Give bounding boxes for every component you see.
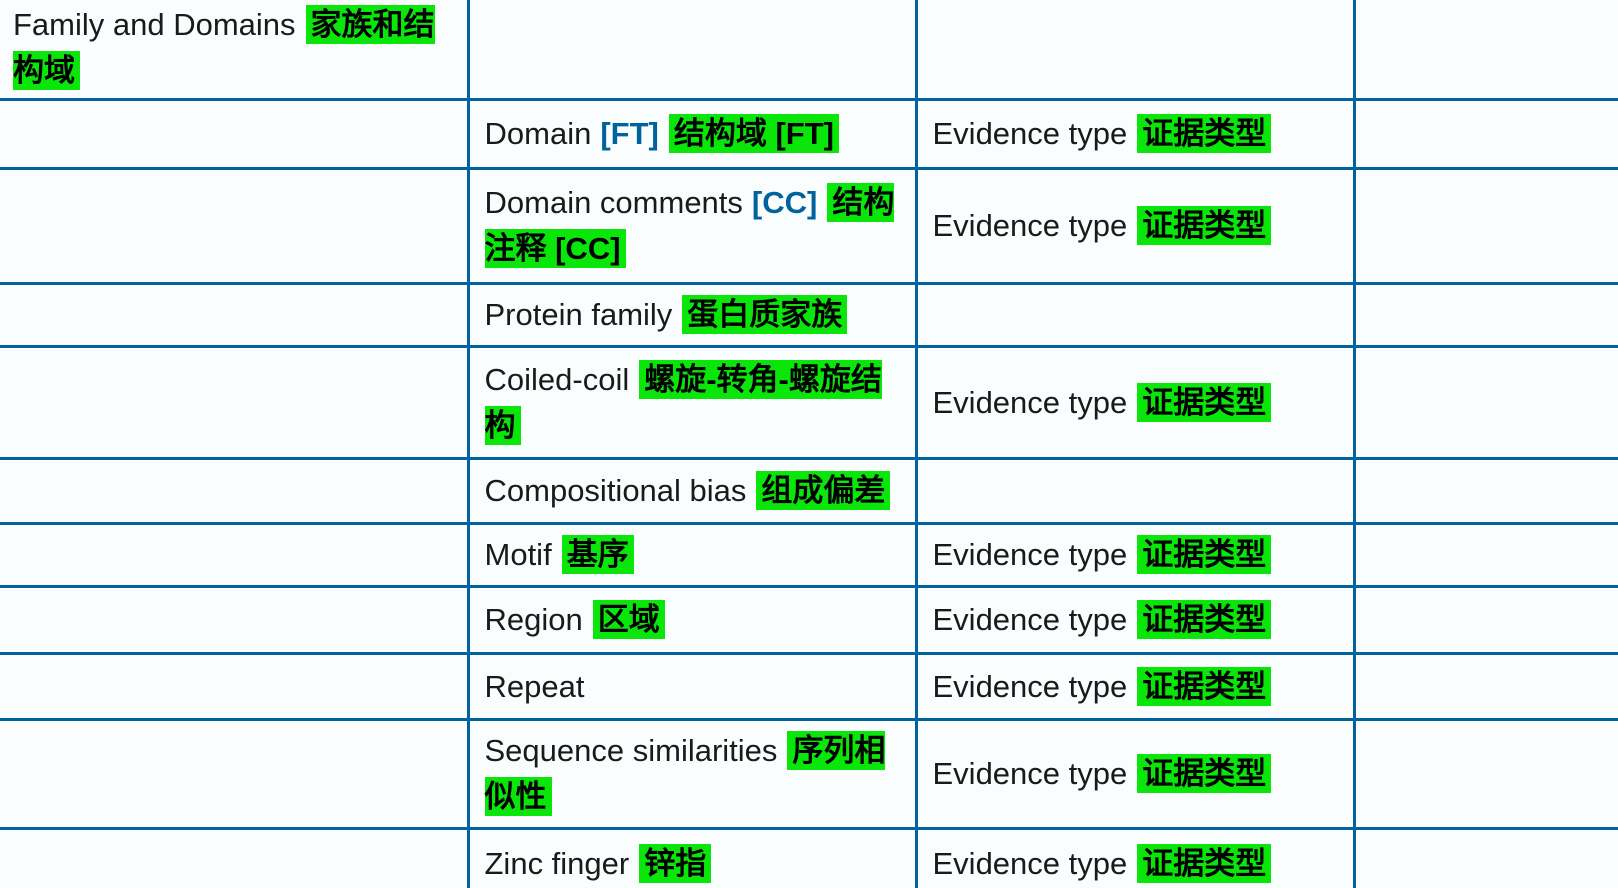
table-row-compositional-bias: Compositional bias 组成偏差	[0, 457, 1618, 525]
table-row-coiled-coil: Coiled-coil 螺旋-转角-螺旋结构 Evidence type 证据类型	[0, 345, 1618, 460]
table-row-domain-comments: Domain comments [CC] 结构注释 [CC] Evidence ty…	[0, 167, 1618, 285]
field-cell: Sequence similarities 序列相似性	[466, 718, 918, 830]
evidence-label: Evidence type	[932, 602, 1128, 637]
field-label: Coiled-coil	[484, 361, 630, 397]
evidence-cell: Evidence type 证据类型	[914, 585, 1356, 655]
field-translation: 区域	[592, 600, 665, 639]
field-cell: Coiled-coil 螺旋-转角-螺旋结构	[466, 345, 918, 460]
evidence-label: Evidence type	[932, 537, 1128, 572]
field-cell: Repeat	[466, 652, 918, 721]
empty-cell	[0, 652, 470, 721]
empty-cell	[914, 0, 1356, 101]
field-translation: 基序	[561, 535, 634, 574]
empty-cell	[0, 585, 470, 655]
table-row-motif: Motif 基序 Evidence type 证据类型	[0, 522, 1618, 588]
table-row-repeat: Repeat Evidence type 证据类型	[0, 652, 1618, 721]
evidence-translation: 证据类型	[1137, 206, 1272, 245]
field-translation: 锌指	[639, 843, 712, 883]
evidence-cell: Evidence type 证据类型	[914, 718, 1356, 830]
field-label: Protein family	[484, 297, 673, 332]
table-row-section-header: Family and Domains 家族和结构域	[0, 0, 1618, 101]
table-row-protein-family: Protein family 蛋白质家族	[0, 282, 1618, 348]
table-row-zinc-finger: Zinc finger 锌指 Evidence type 证据类型	[0, 827, 1618, 888]
field-label: Repeat	[484, 668, 585, 704]
evidence-cell: Evidence type 证据类型	[914, 345, 1356, 460]
ft-link[interactable]: [FT]	[600, 116, 659, 151]
empty-cell	[0, 167, 470, 285]
empty-cell	[1352, 457, 1618, 525]
empty-cell	[0, 98, 470, 170]
evidence-translation: 证据类型	[1137, 382, 1272, 422]
empty-cell	[0, 457, 470, 525]
field-translation: 蛋白质家族	[682, 295, 848, 334]
section-title: Family and Domains	[13, 7, 296, 42]
table-row-region: Region 区域 Evidence type 证据类型	[0, 585, 1618, 655]
field-cell: Domain comments [CC] 结构注释 [CC]	[466, 167, 918, 285]
evidence-label: Evidence type	[932, 116, 1128, 151]
empty-cell	[466, 0, 918, 101]
section-title-cell: Family and Domains 家族和结构域	[0, 0, 470, 101]
empty-cell	[1352, 827, 1618, 888]
empty-cell	[1352, 585, 1618, 655]
empty-cell	[0, 718, 470, 830]
empty-cell	[0, 827, 470, 888]
empty-cell	[1352, 282, 1618, 348]
evidence-cell: Evidence type 证据类型	[914, 827, 1356, 888]
empty-cell	[1352, 718, 1618, 830]
cc-link[interactable]: [CC]	[751, 185, 818, 220]
empty-cell	[0, 345, 470, 460]
field-translation: 结构域 [FT]	[668, 114, 839, 153]
evidence-translation: 证据类型	[1137, 600, 1272, 639]
empty-cell	[1352, 167, 1618, 285]
field-cell: Region 区域	[466, 585, 918, 655]
field-label: Sequence similarities	[484, 733, 778, 768]
evidence-label: Evidence type	[932, 384, 1128, 420]
field-cell: Motif 基序	[466, 522, 918, 588]
table-row-domain: Domain [FT] 结构域 [FT] Evidence type 证据类型	[0, 98, 1618, 170]
empty-cell	[0, 282, 470, 348]
field-label: Compositional bias	[484, 473, 747, 508]
evidence-cell	[914, 457, 1356, 525]
evidence-label: Evidence type	[932, 208, 1128, 243]
field-label: Zinc finger	[484, 845, 630, 881]
evidence-cell: Evidence type 证据类型	[914, 522, 1356, 588]
evidence-translation: 证据类型	[1137, 666, 1272, 706]
evidence-cell: Evidence type 证据类型	[914, 652, 1356, 721]
empty-cell	[1352, 0, 1618, 101]
evidence-label: Evidence type	[932, 845, 1128, 881]
field-cell: Domain [FT] 结构域 [FT]	[466, 98, 918, 170]
empty-cell	[0, 522, 470, 588]
empty-cell	[1352, 522, 1618, 588]
evidence-cell: Evidence type 证据类型	[914, 98, 1356, 170]
empty-cell	[1352, 652, 1618, 721]
evidence-translation: 证据类型	[1137, 843, 1272, 883]
evidence-translation: 证据类型	[1137, 535, 1272, 574]
field-label: Domain	[484, 116, 592, 151]
field-cell: Compositional bias 组成偏差	[466, 457, 918, 525]
evidence-cell	[914, 282, 1356, 348]
field-translation: 组成偏差	[756, 471, 891, 510]
evidence-label: Evidence type	[932, 668, 1128, 704]
empty-cell	[1352, 345, 1618, 460]
empty-cell	[1352, 98, 1618, 170]
table-row-sequence-similarities: Sequence similarities 序列相似性 Evidence type…	[0, 718, 1618, 830]
evidence-label: Evidence type	[932, 756, 1128, 791]
field-label: Region	[484, 602, 583, 637]
evidence-translation: 证据类型	[1137, 754, 1272, 793]
field-cell: Protein family 蛋白质家族	[466, 282, 918, 348]
evidence-translation: 证据类型	[1137, 114, 1272, 153]
field-label: Domain comments	[484, 185, 743, 220]
field-cell: Zinc finger 锌指	[466, 827, 918, 888]
field-label: Motif	[484, 537, 552, 572]
evidence-cell: Evidence type 证据类型	[914, 167, 1356, 285]
